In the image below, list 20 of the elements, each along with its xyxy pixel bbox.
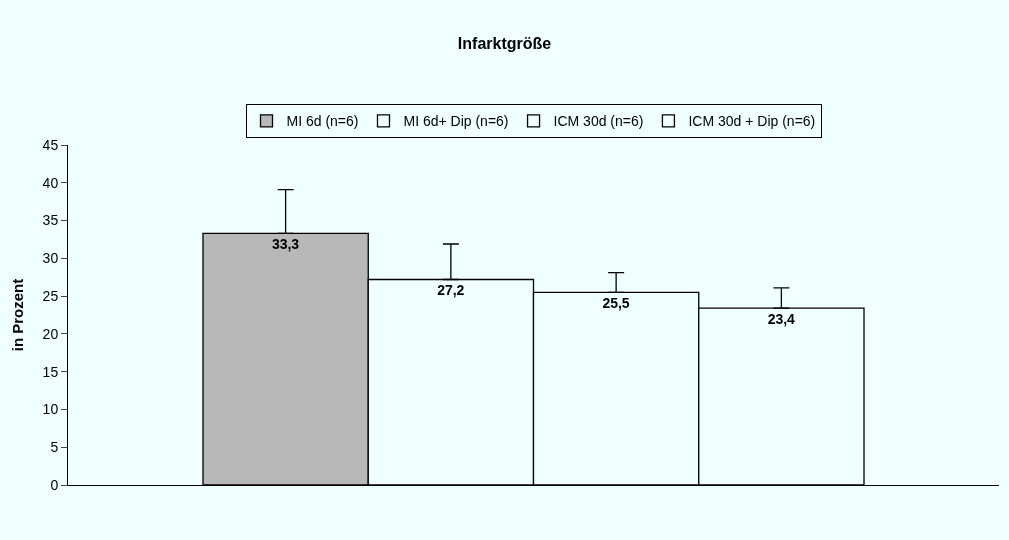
data-label: 23,4	[767, 311, 796, 328]
data-label: 33,3	[271, 236, 300, 253]
y-axis-title: in Prozent	[8, 278, 26, 352]
y-tick-label: 40	[42, 174, 59, 191]
legend-label: ICM 30d (n=6)	[553, 113, 644, 130]
data-label: 27,2	[437, 282, 465, 299]
y-tick-label: 30	[42, 250, 59, 267]
y-tick-label: 0	[50, 476, 59, 493]
legend-label: MI 6d+ Dip (n=6)	[403, 113, 509, 130]
y-tick-label: 25	[42, 288, 59, 305]
y-tick-label: 10	[42, 401, 59, 418]
y-tick-label: 35	[42, 212, 59, 229]
y-tick-label: 45	[42, 136, 59, 153]
data-label: 25,5	[602, 295, 630, 312]
chart-title: Infarktgröße	[457, 35, 552, 52]
y-tick-label: 20	[42, 325, 59, 342]
y-tick-label: 5	[50, 439, 59, 456]
legend-label: ICM 30d + Dip (n=6)	[688, 113, 816, 130]
y-tick-label: 15	[42, 363, 59, 380]
legend-label: MI 6d (n=6)	[286, 113, 359, 130]
